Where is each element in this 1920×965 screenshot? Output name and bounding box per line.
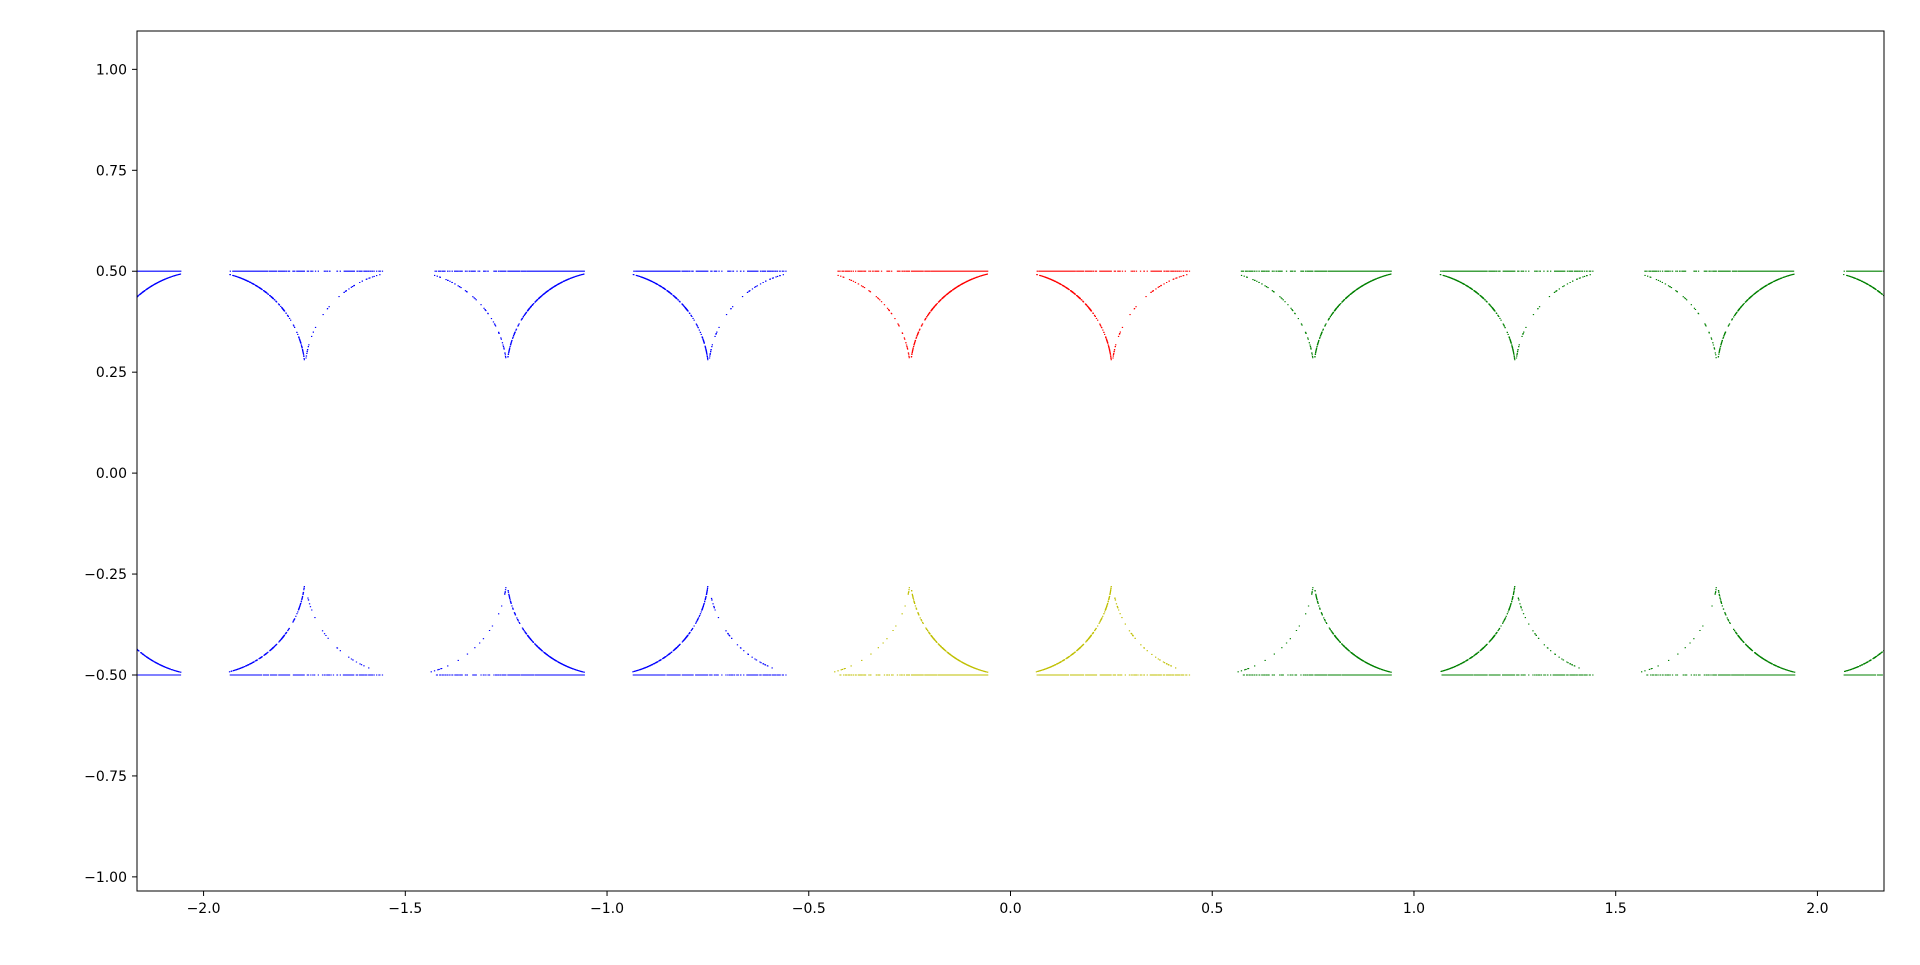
x-tick-label: −2.0 (187, 901, 221, 917)
x-tick-label: 1.0 (1403, 901, 1425, 917)
fractal-upper-points (837, 270, 1191, 361)
fractal-points-layer (137, 270, 1884, 676)
x-tick-label: 2.0 (1806, 901, 1828, 917)
y-axis: 1.00 0.75 0.50 0.25 0.00 −0.25 −0.50 −0.75 −1.00 (84, 62, 137, 886)
x-tick-label: 1.5 (1605, 901, 1627, 917)
fractal-series-1 (430, 270, 787, 676)
x-tick-label: 0.0 (999, 901, 1021, 917)
fractal-series-0 (137, 270, 384, 676)
x-axis: −2.0 −1.5 −1.0 −0.5 0.0 0.5 1.0 1.5 2.0 (187, 891, 1829, 917)
plot-frame (136, 30, 1885, 892)
y-tick-label: −1.00 (84, 870, 127, 886)
y-tick-label: −0.50 (84, 668, 127, 684)
y-tick-label: −0.25 (84, 567, 127, 583)
fractal-upper-points (137, 270, 384, 361)
y-tick-label: −0.75 (84, 769, 127, 785)
fractal-series-4 (1641, 270, 1884, 676)
fractal-series-2 (834, 270, 1191, 676)
fractal-lower-points (1641, 587, 1884, 676)
fractal-lower-points (137, 585, 384, 676)
y-tick-label: 0.00 (96, 466, 127, 482)
y-tick-label: 1.00 (96, 62, 127, 78)
fractal-upper-points (434, 270, 787, 361)
fractal-lower-points (430, 585, 787, 676)
x-tick-label: −0.5 (792, 901, 826, 917)
y-tick-label: 0.75 (96, 163, 127, 179)
fractal-upper-points (1644, 270, 1884, 359)
x-tick-label: −1.0 (590, 901, 624, 917)
x-tick-label: −1.5 (388, 901, 422, 917)
fractal-lower-points (834, 585, 1191, 676)
y-tick-label: 0.50 (96, 264, 127, 280)
fractal-upper-points (1240, 270, 1594, 361)
fractal-lower-points (1237, 585, 1594, 676)
x-tick-label: 0.5 (1201, 901, 1223, 917)
fractal-series-3 (1237, 270, 1594, 676)
y-tick-label: 0.25 (96, 365, 127, 381)
